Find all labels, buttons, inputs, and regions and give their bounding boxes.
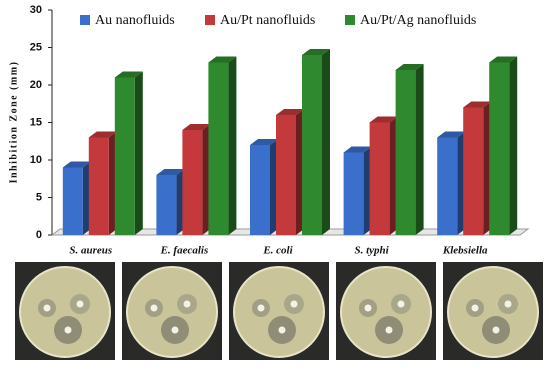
- petri-dish: [340, 266, 432, 358]
- bar-top: [156, 169, 185, 175]
- petri-dish: [126, 266, 218, 358]
- bar-top: [463, 101, 492, 108]
- y-axis-label: Inhibition Zone (mm): [8, 61, 19, 184]
- bar-side: [134, 71, 143, 235]
- bar-top: [343, 146, 372, 153]
- x-tick-label: S. typhi: [354, 245, 389, 257]
- x-tick-label: E. faecalis: [160, 245, 209, 257]
- y-tick-label: 15: [30, 116, 42, 128]
- bar-top: [302, 49, 330, 55]
- bar-top: [369, 116, 398, 123]
- disc: [385, 326, 393, 334]
- bar-top: [276, 109, 304, 115]
- disc: [257, 304, 265, 312]
- bar: [395, 70, 416, 235]
- bar: [88, 137, 109, 235]
- bar: [489, 62, 510, 235]
- legend-swatch: [205, 15, 215, 25]
- y-tick-label: 10: [30, 154, 42, 166]
- bar-top: [208, 56, 237, 63]
- bar-top: [62, 161, 91, 168]
- disc: [290, 300, 298, 308]
- disc: [364, 304, 372, 312]
- bar: [182, 130, 203, 235]
- bar: [250, 145, 270, 235]
- y-tick-label: 20: [30, 79, 42, 91]
- y-tick-label: 30: [30, 4, 42, 16]
- bar-top: [250, 139, 278, 145]
- disc: [64, 326, 72, 334]
- bar: [437, 137, 458, 235]
- bar: [369, 122, 390, 235]
- bar-top: [395, 64, 424, 70]
- petri-dish: [19, 266, 111, 358]
- bar-top: [489, 56, 518, 63]
- x-tick-label: S. aureus: [69, 245, 112, 257]
- disc: [278, 326, 286, 334]
- bar-top: [88, 131, 117, 138]
- y-tick-label: 5: [36, 191, 42, 203]
- bar: [276, 115, 296, 235]
- legend-label: Au nanofluids: [95, 13, 175, 28]
- petri-dish: [233, 266, 325, 358]
- bar: [208, 62, 229, 235]
- disc: [150, 304, 158, 312]
- legend-swatch: [345, 15, 355, 25]
- bar: [343, 152, 364, 235]
- petri-dish: [447, 266, 539, 358]
- bar-top: [114, 71, 143, 78]
- x-tick-label: Klebsiella: [442, 245, 488, 257]
- bar: [156, 175, 177, 235]
- bar-side: [415, 64, 424, 235]
- disc: [171, 326, 179, 334]
- disc: [397, 300, 405, 308]
- y-tick-label: 0: [36, 229, 42, 241]
- legend-label: Au/Pt nanofluids: [220, 13, 315, 28]
- legend-label: Au/Pt/Ag nanofluids: [360, 13, 476, 28]
- bar: [302, 55, 322, 235]
- disc: [471, 304, 479, 312]
- bar-side: [509, 56, 518, 235]
- photo-strip: [15, 262, 543, 360]
- disc: [504, 300, 512, 308]
- disc: [492, 326, 500, 334]
- bar: [62, 167, 83, 235]
- disc: [183, 300, 191, 308]
- disc: [76, 300, 84, 308]
- bar-side: [228, 56, 237, 235]
- bar: [463, 107, 484, 235]
- disc: [43, 304, 51, 312]
- bar-side: [322, 49, 330, 235]
- bar-top: [437, 131, 466, 138]
- bar: [114, 77, 135, 235]
- bar-top: [182, 124, 211, 130]
- legend-swatch: [80, 15, 90, 25]
- y-tick-label: 25: [30, 41, 42, 53]
- x-tick-label: E. coli: [262, 245, 293, 257]
